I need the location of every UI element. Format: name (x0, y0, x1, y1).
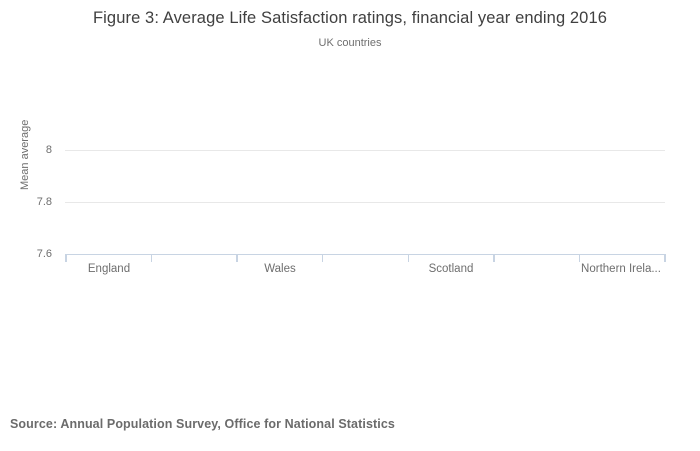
x-axis-tick (65, 254, 67, 262)
source-note: Source: Annual Population Survey, Office… (10, 417, 395, 431)
x-axis-line (65, 253, 666, 255)
y-tick-label-7-6: 7.6 (36, 248, 52, 260)
x-axis-tick (407, 254, 409, 262)
chart-title: Figure 3: Average Life Satisfaction rati… (92, 9, 608, 27)
x-axis-tick (236, 254, 238, 262)
plot-area[interactable] (65, 140, 665, 262)
x-category-label-northern-ireland: Northern Irela... (581, 263, 661, 275)
x-category-label-england: England (87, 263, 131, 275)
x-axis-tick (493, 254, 495, 262)
y-tick-label-7-8: 7.8 (36, 196, 52, 208)
x-axis-tick (150, 254, 152, 262)
chart-subtitle: UK countries (318, 37, 382, 49)
x-category-label-wales: Wales (264, 263, 296, 275)
x-axis-tick (664, 254, 666, 262)
x-axis-tick (321, 254, 323, 262)
gridline-y-7-8 (65, 202, 665, 203)
gridline-y-8 (65, 150, 665, 151)
x-axis-tick (578, 254, 580, 262)
y-tick-label-8: 8 (45, 144, 52, 156)
x-category-label-scotland: Scotland (428, 263, 474, 275)
